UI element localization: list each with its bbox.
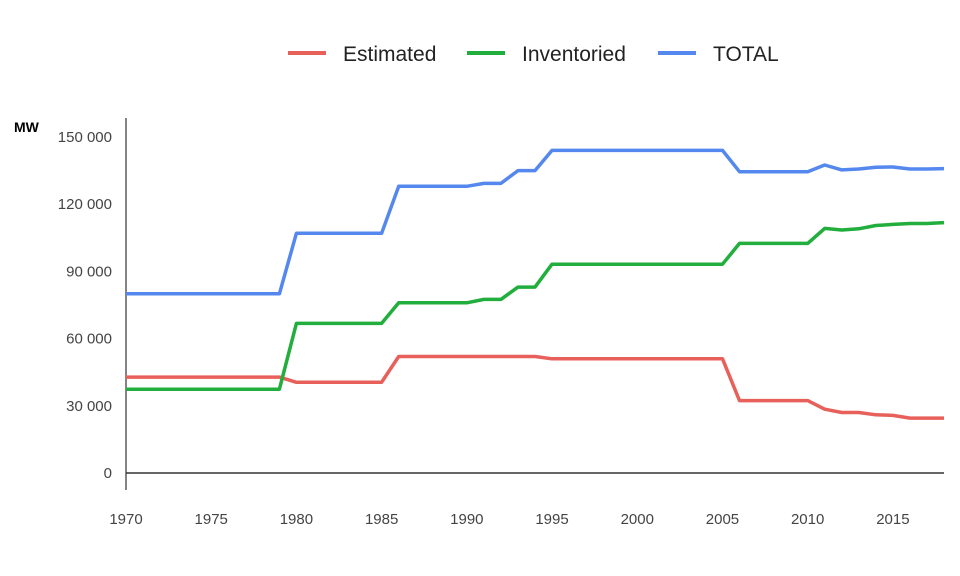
series-lines [126,148,945,420]
legend-label-inventoried: Inventoried [522,43,626,66]
y-tick-label: 150 000 [58,129,112,146]
x-tick-label: 2010 [791,511,824,528]
x-tick-label: 1970 [109,511,142,528]
series-line-inventoried [126,220,945,391]
series-line-estimated [126,354,944,420]
x-tick-label: 2015 [876,511,909,528]
legend-label-total: TOTAL [713,43,779,66]
x-tick-label: 2005 [706,511,739,528]
x-tick-label: 1985 [365,511,398,528]
x-axis-ticks: 1970 1975 1980 1985 1990 1995 2000 2005 2010 2015 [109,511,909,528]
y-tick-label: 90 000 [66,263,112,280]
y-tick-label: 0 [104,465,112,482]
y-axis-ticks: 0 30 000 60 000 90 000 120 000 150 000 [58,129,112,482]
legend: Estimated Inventoried TOTAL [288,43,779,66]
x-tick-label: 2000 [621,511,654,528]
x-tick-label: 1995 [535,511,568,528]
x-tick-label: 1975 [195,511,228,528]
series-line-total [126,148,945,296]
y-tick-label: 60 000 [66,331,112,348]
y-tick-label: 30 000 [66,398,112,415]
legend-label-estimated: Estimated [343,43,436,66]
y-tick-label: 120 000 [58,196,112,213]
x-tick-label: 1980 [280,511,313,528]
x-tick-label: 1990 [450,511,483,528]
axes [125,118,944,490]
y-axis-unit-label: MW [14,119,40,135]
